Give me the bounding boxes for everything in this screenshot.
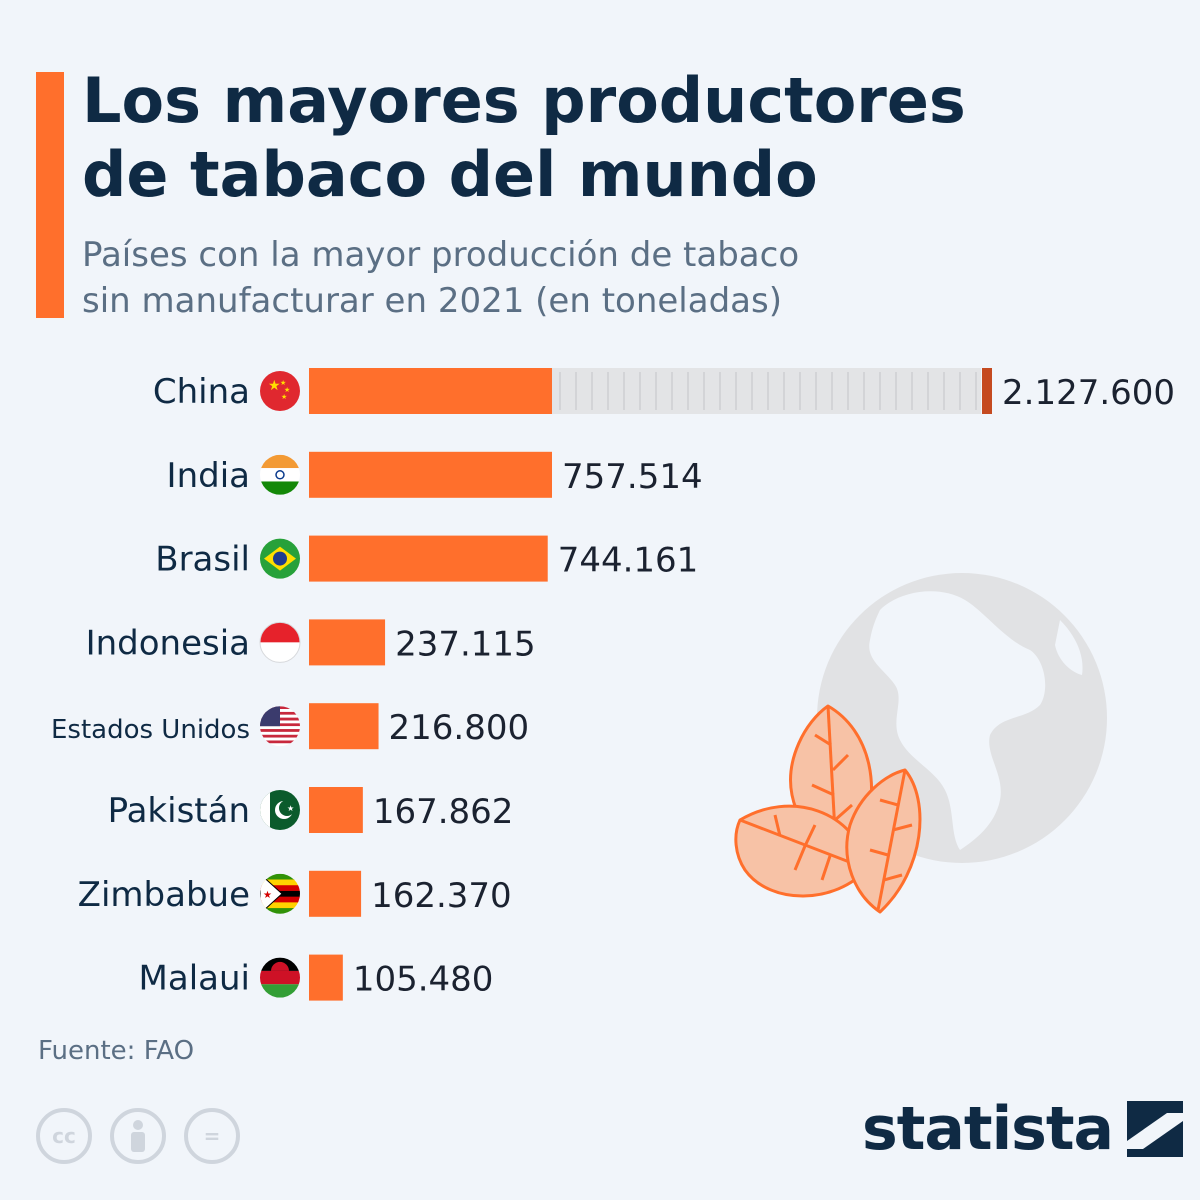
bar-row: Pakistán ★ 167.862 — [108, 787, 514, 833]
svg-text:★: ★ — [281, 393, 287, 401]
title-accent-bar — [36, 72, 64, 318]
bar — [309, 703, 379, 750]
bar-row: Malaui 105.480 — [139, 954, 494, 1001]
indonesia-flag-icon — [259, 621, 301, 663]
india-flag-icon — [260, 454, 300, 495]
brand-name: statista — [862, 1094, 1114, 1164]
bar — [309, 954, 343, 1001]
bar — [309, 870, 362, 917]
subtitle-line-2: sin manufacturar en 2021 (en toneladas) — [82, 281, 782, 321]
license-icons: cc = — [36, 1108, 240, 1164]
bar-row: Indonesia 237.115 — [86, 619, 536, 666]
value-label: 167.862 — [373, 792, 514, 832]
page-title: Los mayores productores de tabaco del mu… — [82, 64, 1082, 212]
category-label: Malaui — [139, 959, 250, 999]
brazil-flag-icon — [260, 538, 300, 579]
category-label: Pakistán — [108, 791, 250, 831]
subtitle: Países con la mayor producción de tabaco… — [82, 232, 982, 324]
bar — [309, 368, 552, 414]
value-label: 2.127.600 — [1002, 373, 1175, 413]
svg-text:★: ★ — [284, 386, 290, 394]
title-line-1: Los mayores productores — [82, 64, 966, 137]
bar — [309, 619, 386, 666]
bar-row: Zimbabue ★ 162.370 — [78, 870, 512, 917]
bar — [309, 535, 548, 582]
category-label: Brasil — [155, 540, 250, 580]
bar — [309, 451, 552, 498]
china-flag-icon: ★ ★★★ — [260, 371, 300, 411]
category-label: Zimbabue — [78, 875, 250, 915]
svg-text:★: ★ — [268, 378, 281, 394]
bar-end-cap — [982, 368, 992, 414]
value-label: 105.480 — [353, 960, 494, 1000]
source-note: Fuente: FAO — [38, 1036, 195, 1066]
value-label: 757.514 — [562, 457, 703, 497]
bar-row: India 757.514 — [167, 451, 703, 498]
bar-row: Brasil 744.161 — [155, 535, 699, 582]
bar-row: China ★ ★★★ 2.127.600 — [153, 368, 1175, 414]
bar — [309, 787, 363, 833]
title-line-2: de tabaco del mundo — [82, 138, 818, 211]
usa-flag-icon — [260, 706, 300, 747]
svg-text:★: ★ — [280, 379, 286, 387]
malawi-flag-icon — [260, 957, 300, 998]
svg-text:★: ★ — [287, 804, 294, 813]
attribution-icon[interactable] — [110, 1108, 166, 1164]
tobacco-leaf-icon — [734, 704, 922, 914]
category-label: India — [167, 456, 250, 496]
category-label: China — [153, 372, 250, 412]
statista-logo[interactable]: statista — [862, 1094, 1184, 1164]
pakistan-flag-icon: ★ — [260, 790, 300, 830]
svg-text:★: ★ — [263, 890, 272, 901]
statista-mark-icon — [1127, 1101, 1184, 1157]
value-label: 162.370 — [371, 876, 512, 916]
zimbabwe-flag-icon: ★ — [260, 873, 300, 914]
category-label: Estados Unidos — [51, 715, 250, 745]
cc-icon[interactable]: cc — [36, 1108, 92, 1164]
value-label: 237.115 — [395, 624, 536, 664]
subtitle-line-1: Países con la mayor producción de tabaco — [82, 235, 800, 275]
value-label: 216.800 — [389, 708, 530, 748]
value-label: 744.161 — [558, 541, 699, 581]
no-derivatives-icon[interactable]: = — [184, 1108, 240, 1164]
bar-row: Estados Unidos 216.800 — [51, 703, 530, 750]
category-label: Indonesia — [86, 623, 250, 663]
